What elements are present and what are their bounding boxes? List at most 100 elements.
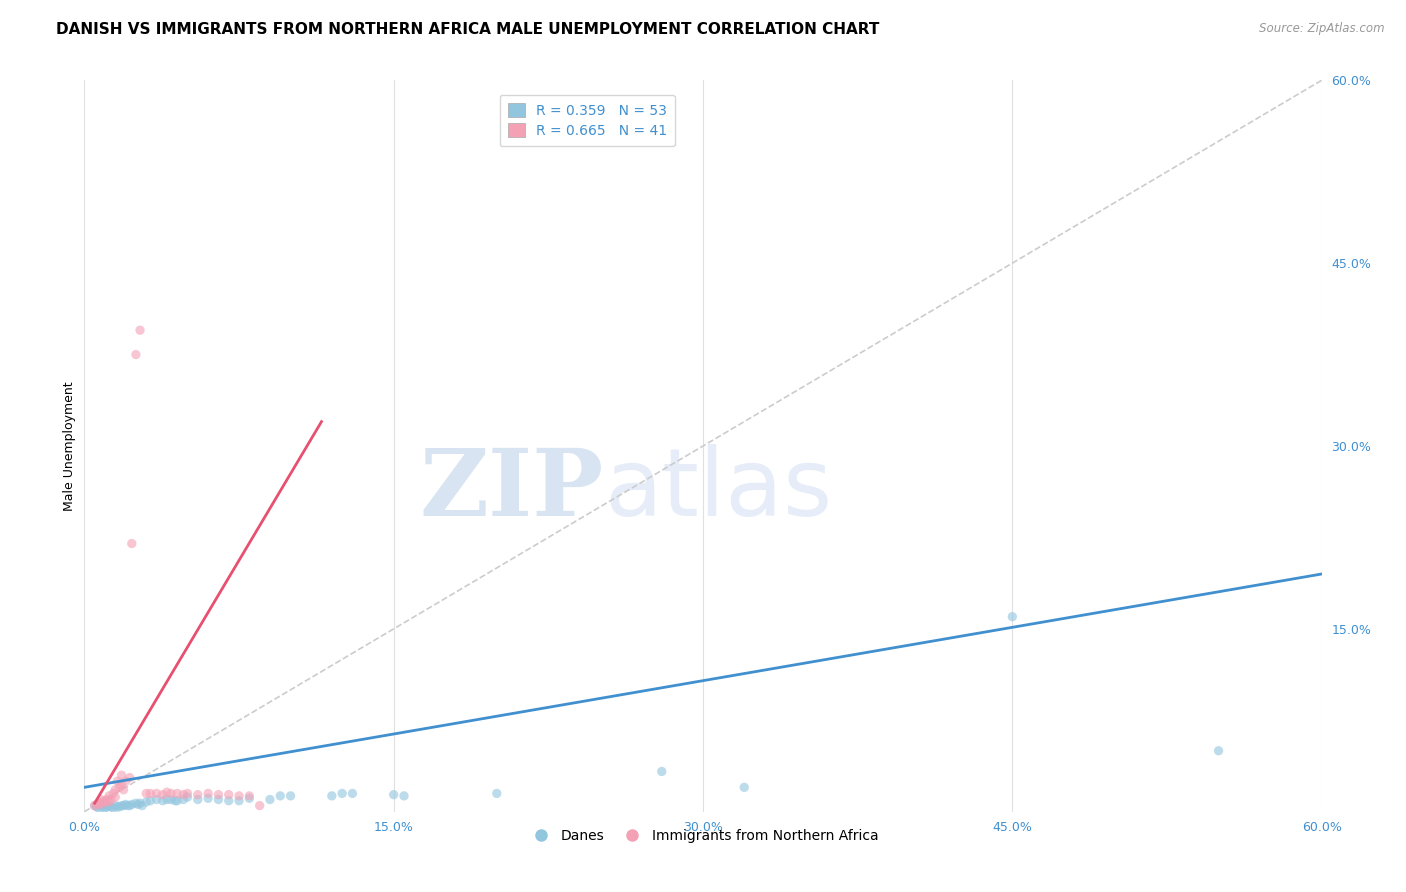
- Point: [117, 798, 139, 813]
- Point: [207, 788, 229, 802]
- Point: [651, 764, 673, 779]
- Point: [197, 787, 219, 801]
- Point: [105, 774, 128, 789]
- Point: [176, 787, 198, 801]
- Point: [156, 785, 179, 799]
- Point: [104, 790, 127, 805]
- Point: [1208, 744, 1230, 758]
- Point: [118, 771, 141, 785]
- Point: [135, 787, 157, 801]
- Y-axis label: Male Unemployment: Male Unemployment: [63, 381, 76, 511]
- Legend: Danes, Immigrants from Northern Africa: Danes, Immigrants from Northern Africa: [522, 823, 884, 848]
- Point: [135, 795, 157, 809]
- Point: [259, 792, 281, 806]
- Point: [105, 800, 128, 814]
- Point: [218, 794, 240, 808]
- Point: [160, 787, 183, 801]
- Point: [121, 536, 143, 550]
- Point: [86, 800, 108, 814]
- Point: [145, 792, 167, 806]
- Point: [392, 789, 415, 803]
- Point: [165, 794, 187, 808]
- Point: [733, 780, 755, 795]
- Point: [112, 782, 135, 797]
- Point: [382, 788, 405, 802]
- Point: [108, 800, 131, 814]
- Point: [152, 794, 174, 808]
- Point: [269, 789, 291, 803]
- Point: [83, 798, 105, 813]
- Point: [110, 798, 132, 813]
- Point: [187, 788, 209, 802]
- Point: [228, 789, 250, 803]
- Point: [139, 794, 162, 808]
- Point: [87, 796, 110, 810]
- Point: [112, 798, 135, 813]
- Point: [139, 787, 162, 801]
- Point: [280, 789, 302, 803]
- Point: [108, 780, 131, 795]
- Point: [90, 798, 112, 813]
- Point: [1001, 609, 1024, 624]
- Point: [91, 800, 114, 814]
- Point: [342, 787, 364, 801]
- Point: [321, 789, 343, 803]
- Point: [207, 792, 229, 806]
- Point: [83, 798, 105, 813]
- Point: [98, 798, 121, 813]
- Point: [249, 798, 271, 813]
- Point: [114, 797, 136, 812]
- Point: [131, 798, 153, 813]
- Text: ZIP: ZIP: [420, 445, 605, 535]
- Point: [103, 801, 125, 815]
- Point: [104, 782, 127, 797]
- Point: [156, 792, 179, 806]
- Point: [121, 797, 143, 812]
- Point: [238, 789, 260, 803]
- Text: atlas: atlas: [605, 444, 832, 536]
- Point: [103, 787, 125, 801]
- Point: [238, 791, 260, 805]
- Point: [104, 798, 127, 813]
- Point: [330, 787, 353, 801]
- Point: [94, 801, 117, 815]
- Point: [87, 801, 110, 815]
- Point: [176, 790, 198, 805]
- Point: [129, 323, 152, 337]
- Point: [86, 797, 108, 812]
- Point: [94, 797, 117, 812]
- Point: [100, 800, 122, 814]
- Point: [160, 792, 183, 806]
- Point: [90, 792, 112, 806]
- Point: [152, 788, 174, 802]
- Point: [94, 795, 117, 809]
- Point: [172, 788, 194, 802]
- Point: [96, 800, 118, 814]
- Point: [96, 792, 118, 806]
- Point: [110, 768, 132, 782]
- Point: [114, 774, 136, 789]
- Point: [166, 787, 188, 801]
- Point: [90, 797, 112, 812]
- Point: [197, 791, 219, 805]
- Point: [100, 792, 122, 806]
- Point: [218, 788, 240, 802]
- Point: [125, 347, 148, 362]
- Point: [228, 794, 250, 808]
- Point: [98, 795, 121, 809]
- Point: [187, 792, 209, 806]
- Point: [129, 796, 152, 810]
- Point: [127, 797, 149, 812]
- Text: Source: ZipAtlas.com: Source: ZipAtlas.com: [1260, 22, 1385, 36]
- Point: [91, 795, 114, 809]
- Point: [172, 792, 194, 806]
- Point: [110, 778, 132, 792]
- Point: [94, 794, 117, 808]
- Point: [145, 787, 167, 801]
- Point: [118, 798, 141, 813]
- Point: [125, 796, 148, 810]
- Point: [166, 794, 188, 808]
- Text: DANISH VS IMMIGRANTS FROM NORTHERN AFRICA MALE UNEMPLOYMENT CORRELATION CHART: DANISH VS IMMIGRANTS FROM NORTHERN AFRIC…: [56, 22, 880, 37]
- Point: [98, 789, 121, 803]
- Point: [485, 787, 508, 801]
